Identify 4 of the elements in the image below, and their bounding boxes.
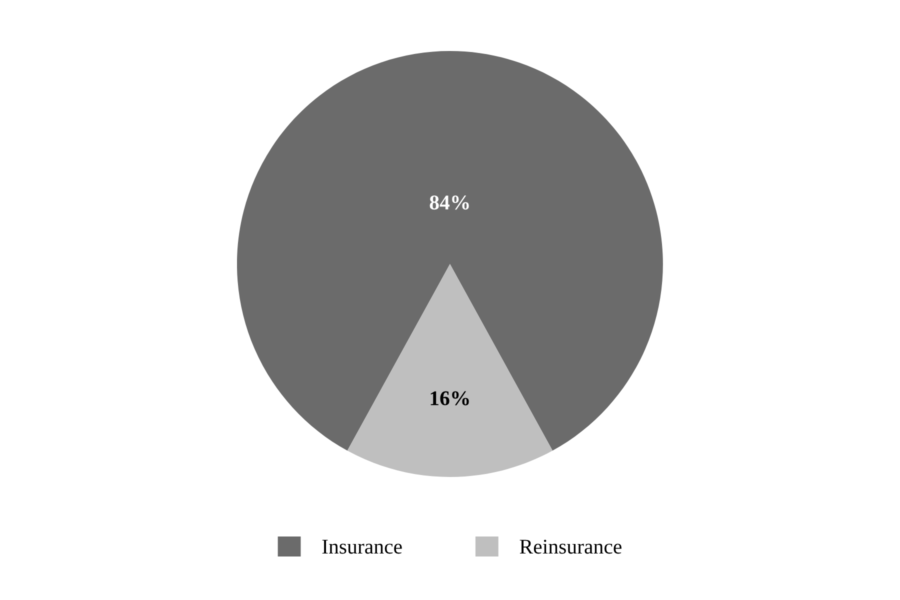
data-label: 16% (430, 391, 469, 406)
legend-label: Reinsurance (520, 540, 622, 554)
data-label: 84% (430, 196, 469, 210)
legend-label: Insurance (322, 540, 402, 554)
